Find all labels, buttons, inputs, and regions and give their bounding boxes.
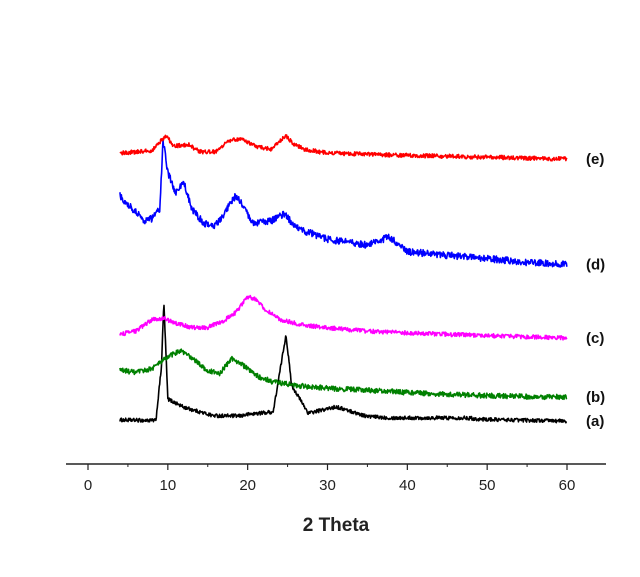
series-label: (a)	[586, 413, 604, 430]
x-tick-label: 0	[84, 477, 92, 494]
series-layer	[119, 134, 568, 424]
series-label: (b)	[586, 389, 605, 406]
series-label: (e)	[586, 151, 604, 168]
series-label: (c)	[586, 330, 604, 347]
x-axis-title: 2 Theta	[303, 515, 370, 536]
series-line	[119, 134, 568, 162]
x-tick-label: 60	[559, 477, 576, 494]
x-tick-label: 20	[239, 477, 256, 494]
x-tick-label: 10	[159, 477, 176, 494]
x-tick-label: 30	[319, 477, 336, 494]
series-labels: (a) (b) (c) (d) (e)	[586, 151, 605, 430]
x-tick-label: 40	[399, 477, 416, 494]
series-line	[119, 348, 568, 401]
series-line	[119, 138, 568, 268]
x-tick-label: 50	[479, 477, 496, 494]
series-line	[119, 294, 568, 341]
series-label: (d)	[586, 257, 605, 274]
x-axis-ticks: 0 10 20 30 40 50 60	[84, 464, 576, 494]
series-line	[119, 304, 568, 424]
